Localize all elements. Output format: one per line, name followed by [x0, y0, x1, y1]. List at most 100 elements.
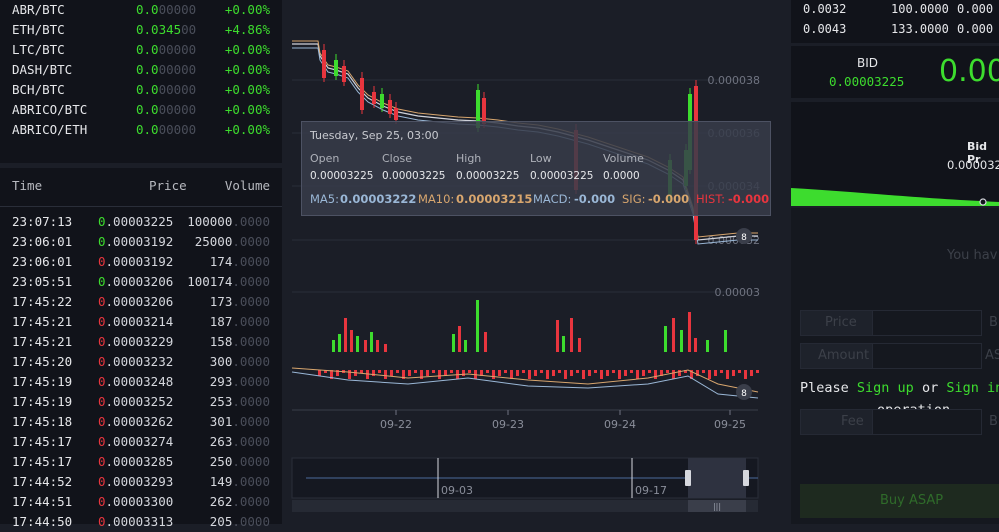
- zoom-handle[interactable]: [743, 470, 749, 486]
- navigator-scrollbar[interactable]: [292, 500, 758, 512]
- volume-bar: [672, 318, 675, 352]
- trade-time: 17:45:19: [12, 394, 73, 409]
- trade-row: 17:44:51 0.00003300 262.0000: [0, 492, 282, 512]
- market-price: 0.000000: [136, 42, 197, 57]
- market-row[interactable]: LTC/BTC 0.000000 +0.00%: [0, 40, 282, 60]
- macd-bar: [738, 370, 741, 373]
- volume-bar: [452, 334, 455, 352]
- trade-price: 0.00003262: [98, 414, 174, 429]
- tooltip-low-label: Low: [530, 152, 552, 165]
- macd-bar: [708, 370, 711, 379]
- trade-time: 17:45:21: [12, 334, 73, 349]
- sign-in-link[interactable]: Sign in: [946, 380, 999, 396]
- volume-bar: [344, 318, 347, 352]
- macd-bar: [372, 370, 375, 376]
- macd-bar: [696, 370, 699, 376]
- chart-canvas[interactable]: 0.0000380.0000360.0000340.0000320.000038…: [288, 0, 788, 524]
- macd-bar: [450, 370, 453, 373]
- market-change: +0.00%: [224, 82, 270, 97]
- trades-header-price: Price: [149, 178, 187, 193]
- trade-row: 17:45:17 0.00003285 250.0000: [0, 452, 282, 472]
- macd-bar: [630, 370, 633, 373]
- buy-button[interactable]: Buy ASAP: [800, 484, 999, 518]
- market-row[interactable]: ABRICO/ETH 0.000000 +0.00%: [0, 120, 282, 140]
- macd-bar: [480, 370, 483, 376]
- market-price: 0.000000: [136, 62, 197, 77]
- macd-bar: [528, 370, 531, 379]
- volume-bar: [356, 336, 359, 352]
- trade-row: 17:45:17 0.00003274 263.0000: [0, 432, 282, 452]
- trade-row: 17:44:50 0.00003313 205.0000: [0, 512, 282, 532]
- macd-bar: [744, 370, 747, 379]
- price-input[interactable]: [872, 310, 982, 336]
- x-axis-label: 09-22: [380, 418, 412, 431]
- trade-volume: 263.0000: [209, 434, 270, 449]
- macd-bar: [324, 370, 327, 373]
- trade-row: 17:45:19 0.00003248 293.0000: [0, 372, 282, 392]
- trade-price: 0.00003313: [98, 514, 174, 529]
- fee-unit: B: [989, 414, 998, 429]
- market-change: +0.00%: [224, 122, 270, 137]
- sign-up-link[interactable]: Sign up: [856, 380, 914, 396]
- tooltip-volume-label: Volume: [603, 152, 644, 165]
- orderbook-row[interactable]: 0.0043 133.0000 0.000: [803, 22, 994, 36]
- trade-volume: 253.0000: [209, 394, 270, 409]
- chart-tooltip: Tuesday, Sep 25, 03:00 Open Close High L…: [301, 121, 771, 216]
- trade-time: 17:44:52: [12, 474, 73, 489]
- market-row[interactable]: ETH/BTC 0.034500 +4.86%: [0, 20, 282, 40]
- depth-chart: Bid Pr 0.000032: [791, 102, 999, 206]
- macd-bar: [438, 370, 441, 379]
- market-row[interactable]: ABR/BTC 0.000000 +0.00%: [0, 0, 282, 20]
- market-row[interactable]: DASH/BTC 0.000000 +0.00%: [0, 60, 282, 80]
- macd-bar: [690, 370, 693, 379]
- last-price-marker: [736, 228, 752, 244]
- macd-bar: [648, 370, 651, 373]
- last-price-marker-label: 8: [741, 233, 747, 243]
- market-pair: ABRICO/ETH: [12, 122, 88, 137]
- tooltip-ma10-value: 0.00003215: [456, 192, 533, 206]
- zoom-handle[interactable]: [685, 470, 691, 486]
- tooltip-macd-value: -0.000: [574, 192, 616, 206]
- depth-title: Bid Pr: [967, 140, 988, 166]
- market-row[interactable]: BCH/BTC 0.000000 +0.00%: [0, 80, 282, 100]
- trade-row: 23:06:01 0.00003192 25000.0000: [0, 232, 282, 252]
- trade-price: 0.00003192: [98, 234, 174, 249]
- orderbook-row[interactable]: 0.0032 100.0000 0.000: [803, 2, 994, 16]
- macd-bar: [510, 370, 513, 379]
- tooltip-open-value: 0.00003225: [310, 170, 374, 182]
- x-axis-label: 09-24: [604, 418, 636, 431]
- trade-time: 17:45:22: [12, 294, 73, 309]
- tooltip-ma5-value: 0.00003222: [340, 192, 417, 206]
- market-row[interactable]: ABRICO/BTC 0.000000 +0.00%: [0, 100, 282, 120]
- trades-header-time: Time: [12, 178, 43, 193]
- macd-bar: [702, 370, 705, 373]
- trade-price: 0.00003274: [98, 434, 174, 449]
- volume-bar: [384, 344, 387, 352]
- trade-time: 17:44:51: [12, 494, 73, 509]
- tooltip-open-label: Open: [310, 152, 340, 165]
- bid-big-value: 0.00: [939, 54, 999, 89]
- price-chart[interactable]: 0.0000380.0000360.0000340.0000320.000038…: [288, 0, 788, 524]
- trade-time: 23:05:51: [12, 274, 73, 289]
- trade-price: 0.00003192: [98, 254, 174, 269]
- trade-history: Time Price Volume 23:07:13 0.00003225 10…: [0, 168, 282, 529]
- amount-input[interactable]: [872, 343, 982, 369]
- macd-bar: [396, 370, 399, 373]
- macd-bar: [564, 370, 567, 379]
- market-price: 0.000000: [136, 122, 197, 137]
- volume-bar: [724, 330, 727, 352]
- trade-volume: 301.0000: [209, 414, 270, 429]
- macd-bar: [576, 370, 579, 373]
- macd-bar: [432, 370, 435, 373]
- market-pair: LTC/BTC: [12, 42, 65, 57]
- market-price: 0.000000: [136, 82, 197, 97]
- trade-row: 17:45:18 0.00003262 301.0000: [0, 412, 282, 432]
- market-pair: ABR/BTC: [12, 2, 65, 17]
- tooltip-sig-label: SIG:: [622, 192, 646, 206]
- trade-time: 17:45:21: [12, 314, 73, 329]
- macd-bar: [558, 370, 561, 373]
- volume-bar: [562, 336, 565, 352]
- macd-bar: [384, 370, 387, 379]
- balance-text: You hav: [947, 248, 998, 263]
- macd-bar: [582, 370, 585, 379]
